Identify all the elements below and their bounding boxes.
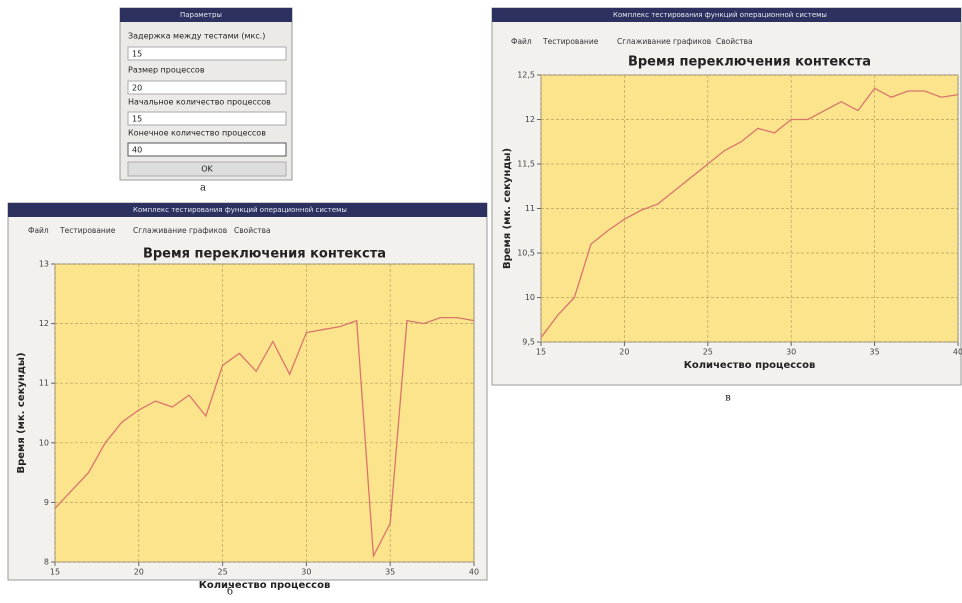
plot-area <box>55 264 474 562</box>
field-label: Размер процессов <box>128 66 205 75</box>
y-tick-label: 12 <box>525 115 535 124</box>
field-label: Начальное количество процессов <box>128 98 271 107</box>
input[interactable] <box>128 47 286 60</box>
menu-item[interactable]: Тестирование <box>542 37 599 46</box>
field-value: 15 <box>132 115 142 124</box>
y-axis-label: Время (мк. секунды) <box>16 352 27 473</box>
x-tick-label: 15 <box>536 348 546 357</box>
chart-title: Время переключения контекста <box>143 247 386 262</box>
field-value: 40 <box>132 146 142 155</box>
y-tick-label: 12 <box>39 319 49 328</box>
field-label: Конечное количество процессов <box>128 129 266 138</box>
x-tick-label: 15 <box>50 568 60 577</box>
x-tick-label: 30 <box>786 348 796 357</box>
x-tick-label: 40 <box>953 348 962 357</box>
dialog: Параметры Задержка между тестами (мкс.) … <box>120 8 292 180</box>
y-tick-label: 10,5 <box>517 249 535 258</box>
field-value: 15 <box>132 50 142 59</box>
menu-item[interactable]: Свойства <box>716 37 753 46</box>
menu-item[interactable]: Сглаживание графиков <box>617 37 711 46</box>
y-axis-label: Время (мк. секунды) <box>502 148 513 269</box>
y-tick-label: 11,5 <box>517 160 535 169</box>
field-label: Задержка между тестами (мкс.) <box>128 32 265 41</box>
y-tick-label: 9 <box>44 498 49 507</box>
x-tick-label: 25 <box>218 568 228 577</box>
chart-title: Время переключения контекста <box>628 55 871 70</box>
x-tick-label: 25 <box>703 348 713 357</box>
x-tick-label: 30 <box>301 568 311 577</box>
menu-item[interactable]: Файл <box>28 226 49 235</box>
field-value: 20 <box>132 84 142 93</box>
dialog-title: Параметры <box>180 11 222 19</box>
menu-item[interactable]: Сглаживание графиков <box>133 226 227 235</box>
y-tick-label: 8 <box>44 558 49 567</box>
x-axis-label: Количество процессов <box>199 580 331 591</box>
x-tick-label: 20 <box>619 348 629 357</box>
input[interactable] <box>128 112 286 125</box>
x-axis-label: Количество процессов <box>684 360 816 371</box>
x-tick-label: 20 <box>134 568 144 577</box>
window-title: Комплекс тестирования функций операционн… <box>133 206 347 214</box>
button-label: OK <box>201 165 213 174</box>
x-tick-label: 40 <box>469 568 479 577</box>
y-tick-label: 12,5 <box>517 71 535 80</box>
input[interactable] <box>128 143 286 156</box>
x-tick-label: 35 <box>870 348 880 357</box>
y-tick-label: 13 <box>39 260 49 269</box>
caption: в <box>725 393 731 404</box>
menu-item[interactable]: Свойства <box>234 226 271 235</box>
y-tick-label: 10 <box>525 293 535 302</box>
screen: Параметры Задержка между тестами (мкс.) … <box>0 0 962 603</box>
window-title: Комплекс тестирования функций операционн… <box>613 11 827 19</box>
menu-item[interactable]: Файл <box>511 37 532 46</box>
x-tick-label: 35 <box>385 568 395 577</box>
y-tick-label: 11 <box>525 204 535 213</box>
menu-item[interactable]: Тестирование <box>59 226 116 235</box>
y-tick-label: 10 <box>39 438 49 447</box>
caption: а <box>200 183 206 194</box>
input[interactable] <box>128 81 286 94</box>
y-tick-label: 9,5 <box>522 338 535 347</box>
y-tick-label: 11 <box>39 379 49 388</box>
